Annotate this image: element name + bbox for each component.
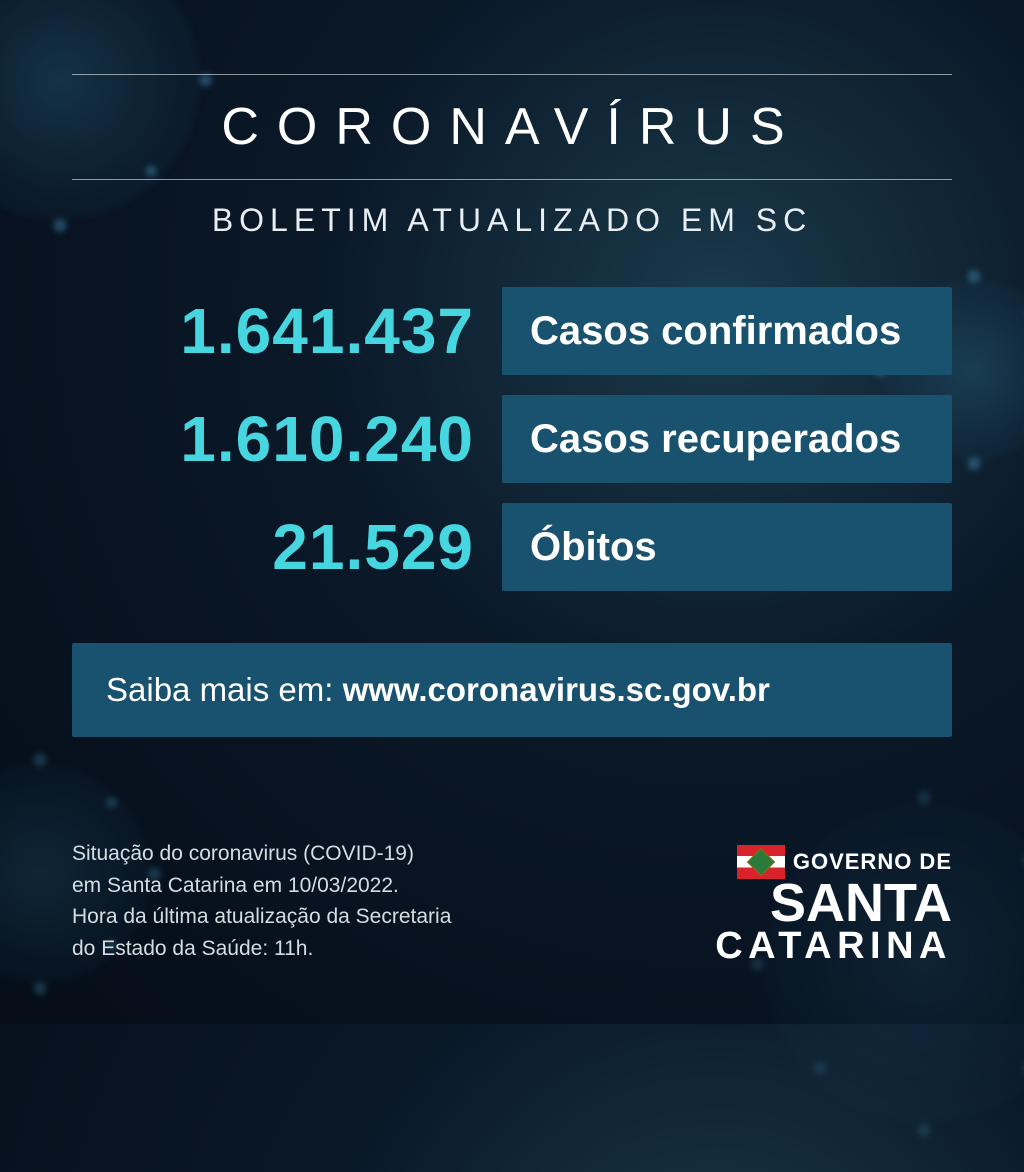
more-info-box: Saiba mais em: www.coronavirus.sc.gov.br bbox=[72, 643, 952, 737]
stat-value: 21.529 bbox=[72, 510, 502, 584]
stat-value: 1.641.437 bbox=[72, 294, 502, 368]
logo-line3: CATARINA bbox=[715, 929, 952, 964]
sc-flag-icon bbox=[737, 845, 785, 879]
stats-list: 1.641.437 Casos confirmados 1.610.240 Ca… bbox=[72, 287, 952, 591]
main-title: CORONAVÍRUS bbox=[72, 89, 952, 165]
government-logo: GOVERNO DE SANTA CATARINA bbox=[715, 845, 952, 964]
footer: Situação do coronavirus (COVID-19) em Sa… bbox=[72, 838, 952, 984]
stat-row-confirmed: 1.641.437 Casos confirmados bbox=[72, 287, 952, 375]
stat-label: Casos confirmados bbox=[502, 287, 952, 375]
footer-line: em Santa Catarina em 10/03/2022. bbox=[72, 874, 399, 897]
info-url: www.coronavirus.sc.gov.br bbox=[343, 671, 770, 708]
footer-text: Situação do coronavirus (COVID-19) em Sa… bbox=[72, 838, 451, 964]
stat-value: 1.610.240 bbox=[72, 402, 502, 476]
footer-line: do Estado da Saúde: 11h. bbox=[72, 937, 313, 960]
stat-row-recovered: 1.610.240 Casos recuperados bbox=[72, 395, 952, 483]
stat-label: Óbitos bbox=[502, 503, 952, 591]
subtitle: BOLETIM ATUALIZADO EM SC bbox=[72, 202, 952, 239]
header-block: CORONAVÍRUS BOLETIM ATUALIZADO EM SC bbox=[72, 60, 952, 239]
footer-line: Situação do coronavirus (COVID-19) bbox=[72, 842, 414, 865]
divider bbox=[72, 74, 952, 75]
infographic-content: CORONAVÍRUS BOLETIM ATUALIZADO EM SC 1.6… bbox=[0, 0, 1024, 1024]
stat-row-deaths: 21.529 Óbitos bbox=[72, 503, 952, 591]
divider bbox=[72, 179, 952, 180]
logo-text: GOVERNO DE bbox=[793, 852, 952, 872]
logo-line2: SANTA bbox=[715, 879, 952, 929]
stat-label: Casos recuperados bbox=[502, 395, 952, 483]
info-prefix: Saiba mais em: bbox=[106, 671, 343, 708]
footer-line: Hora da última atualização da Secretaria bbox=[72, 905, 451, 928]
